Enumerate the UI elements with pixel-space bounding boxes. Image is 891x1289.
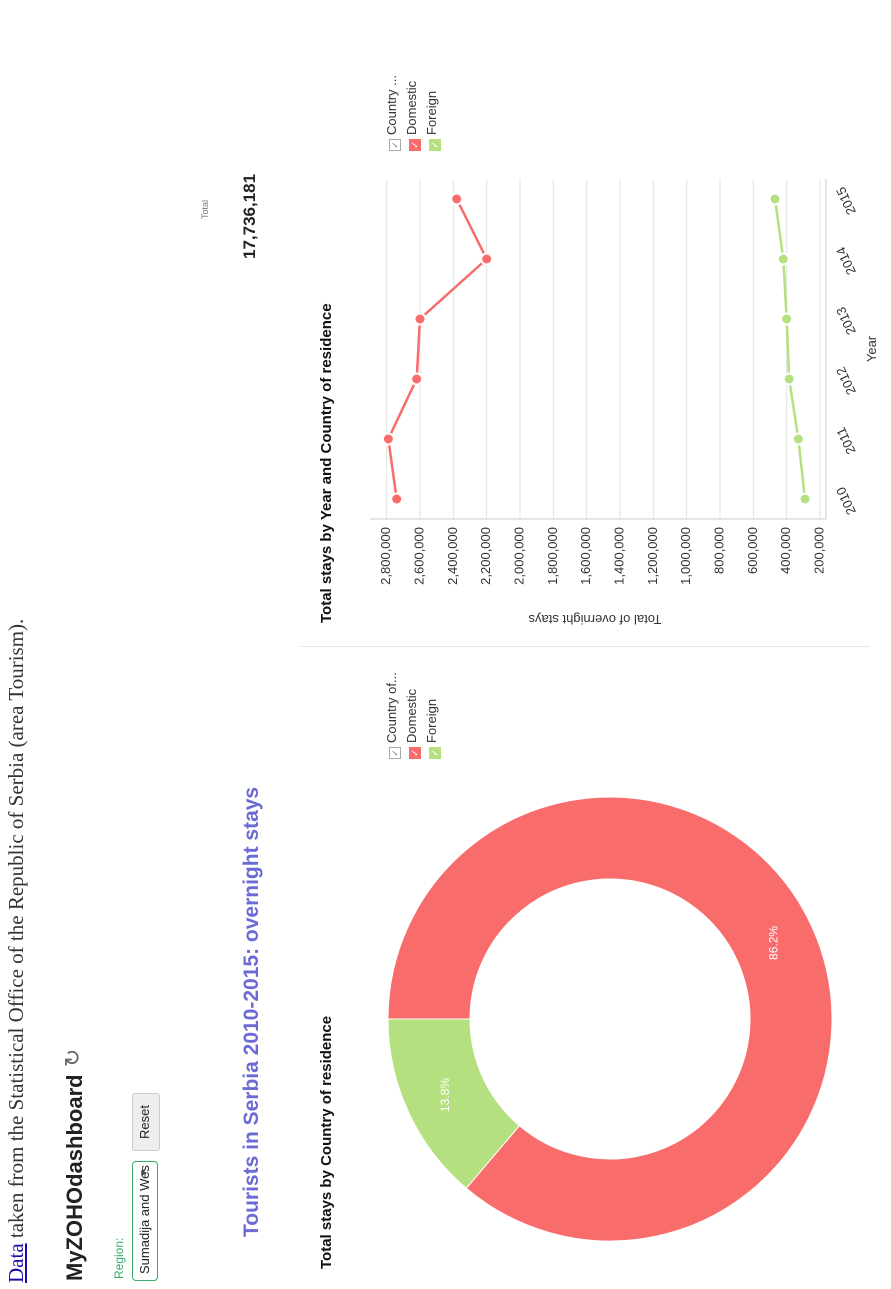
data-point-foreign[interactable] bbox=[798, 492, 812, 506]
checkbox-icon: ✓ bbox=[389, 747, 401, 759]
pie-chart-title: Total stays by Country of residence bbox=[318, 1015, 335, 1269]
y-tick-label: 200,000 bbox=[811, 527, 826, 574]
y-tick-label: 2,200,000 bbox=[478, 527, 493, 585]
legend-header[interactable]: ✓ Country of... bbox=[384, 672, 402, 759]
y-tick-label: 2,000,000 bbox=[511, 527, 526, 585]
data-point-domestic[interactable] bbox=[450, 192, 464, 206]
chevron-down-icon: ▼ bbox=[139, 1168, 150, 1178]
data-point-foreign[interactable] bbox=[791, 432, 805, 446]
data-point-domestic[interactable] bbox=[413, 312, 427, 326]
refresh-icon[interactable]: ↻ bbox=[60, 1048, 85, 1067]
pie-label: 86.2% bbox=[766, 926, 780, 960]
y-tick-label: 600,000 bbox=[745, 527, 760, 574]
legend-item-label: Foreign bbox=[424, 698, 439, 743]
data-point-foreign[interactable] bbox=[780, 312, 794, 326]
data-point-foreign[interactable] bbox=[776, 252, 790, 266]
check-icon: ✓ bbox=[409, 139, 421, 151]
legend-header[interactable]: ✓ Country ... bbox=[384, 75, 402, 151]
panel-divider bbox=[300, 646, 870, 647]
y-tick-label: 2,400,000 bbox=[445, 527, 460, 585]
donut-chart: 13.8% 86.2% bbox=[387, 796, 833, 1242]
dashboard-title: MyZOHOdashboard bbox=[62, 1074, 87, 1281]
data-link[interactable]: Data bbox=[4, 1243, 28, 1283]
y-tick-label: 2,600,000 bbox=[411, 527, 426, 585]
total-value: 17,736,181 bbox=[240, 173, 259, 259]
y-tick-label: 1,200,000 bbox=[645, 527, 660, 585]
pie-slice-domestic[interactable] bbox=[387, 796, 833, 1242]
region-select-value: Sumadija and Wes bbox=[137, 1165, 152, 1274]
line-chart-title: Total stays by Year and Country of resid… bbox=[318, 303, 335, 623]
source-line: Data taken from the Statistical Office o… bbox=[4, 619, 29, 1283]
series-line-domestic bbox=[387, 198, 489, 500]
legend-header-label: Country ... bbox=[384, 75, 399, 135]
line-legend: ✓Country ... ✓Domestic ✓Foreign bbox=[384, 21, 454, 151]
data-point-domestic[interactable] bbox=[390, 492, 404, 506]
data-point-domestic[interactable] bbox=[381, 432, 395, 446]
x-tick-label: 2014 bbox=[833, 245, 859, 278]
x-tick-label: 2013 bbox=[833, 305, 859, 338]
x-tick-label: 2011 bbox=[833, 425, 858, 457]
data-point-foreign[interactable] bbox=[768, 192, 782, 206]
pie-legend: ✓Country of... ✓Domestic ✓Foreign bbox=[384, 649, 454, 759]
legend-item-foreign[interactable]: ✓ Foreign bbox=[424, 91, 442, 151]
y-tick-label: 400,000 bbox=[778, 527, 793, 574]
pie-label: 13.8% bbox=[438, 1078, 452, 1112]
region-label: Region: bbox=[112, 1237, 126, 1279]
legend-header-label: Country of... bbox=[384, 672, 399, 743]
y-tick-label: 1,000,000 bbox=[678, 527, 693, 585]
legend-item-domestic[interactable]: ✓ Domestic bbox=[404, 689, 422, 759]
legend-item-label: Domestic bbox=[404, 80, 419, 135]
checkbox-icon: ✓ bbox=[389, 139, 401, 151]
source-text: taken from the Statistical Office of the… bbox=[4, 618, 28, 1244]
total-label: Total bbox=[200, 199, 210, 219]
series-line-foreign bbox=[773, 198, 807, 500]
line-chart: 200,000 400,000 600,000 800,000 1,000,000 1,2… bbox=[370, 179, 879, 627]
x-axis-label: Year bbox=[864, 335, 879, 362]
x-tick-label: 2015 bbox=[833, 185, 859, 218]
x-tick-label: 2010 bbox=[833, 485, 859, 518]
check-icon: ✓ bbox=[429, 139, 441, 151]
y-tick-label: 1,600,000 bbox=[578, 527, 593, 585]
legend-item-label: Domestic bbox=[404, 688, 419, 743]
y-tick-label: 1,800,000 bbox=[545, 527, 560, 585]
y-tick-label: 800,000 bbox=[711, 527, 726, 574]
legend-item-foreign[interactable]: ✓ Foreign bbox=[424, 699, 442, 759]
check-icon: ✓ bbox=[429, 747, 441, 759]
y-axis-label: Total of overnight stays bbox=[528, 612, 661, 627]
y-tick-label: 2,800,000 bbox=[378, 527, 393, 585]
page-title: Tourists in Serbia 2010-2015: overnight … bbox=[240, 786, 263, 1237]
data-point-domestic[interactable] bbox=[410, 372, 424, 386]
region-select[interactable]: Sumadija and Wes ▼ bbox=[132, 1161, 158, 1281]
legend-item-domestic[interactable]: ✓ Domestic bbox=[404, 81, 422, 151]
reset-button[interactable]: Reset bbox=[132, 1093, 160, 1151]
check-icon: ✓ bbox=[409, 747, 421, 759]
data-point-foreign[interactable] bbox=[782, 372, 796, 386]
legend-item-label: Foreign bbox=[424, 90, 439, 135]
data-point-domestic[interactable] bbox=[480, 252, 494, 266]
x-tick-label: 2012 bbox=[833, 365, 859, 398]
y-tick-label: 1,400,000 bbox=[611, 527, 626, 585]
